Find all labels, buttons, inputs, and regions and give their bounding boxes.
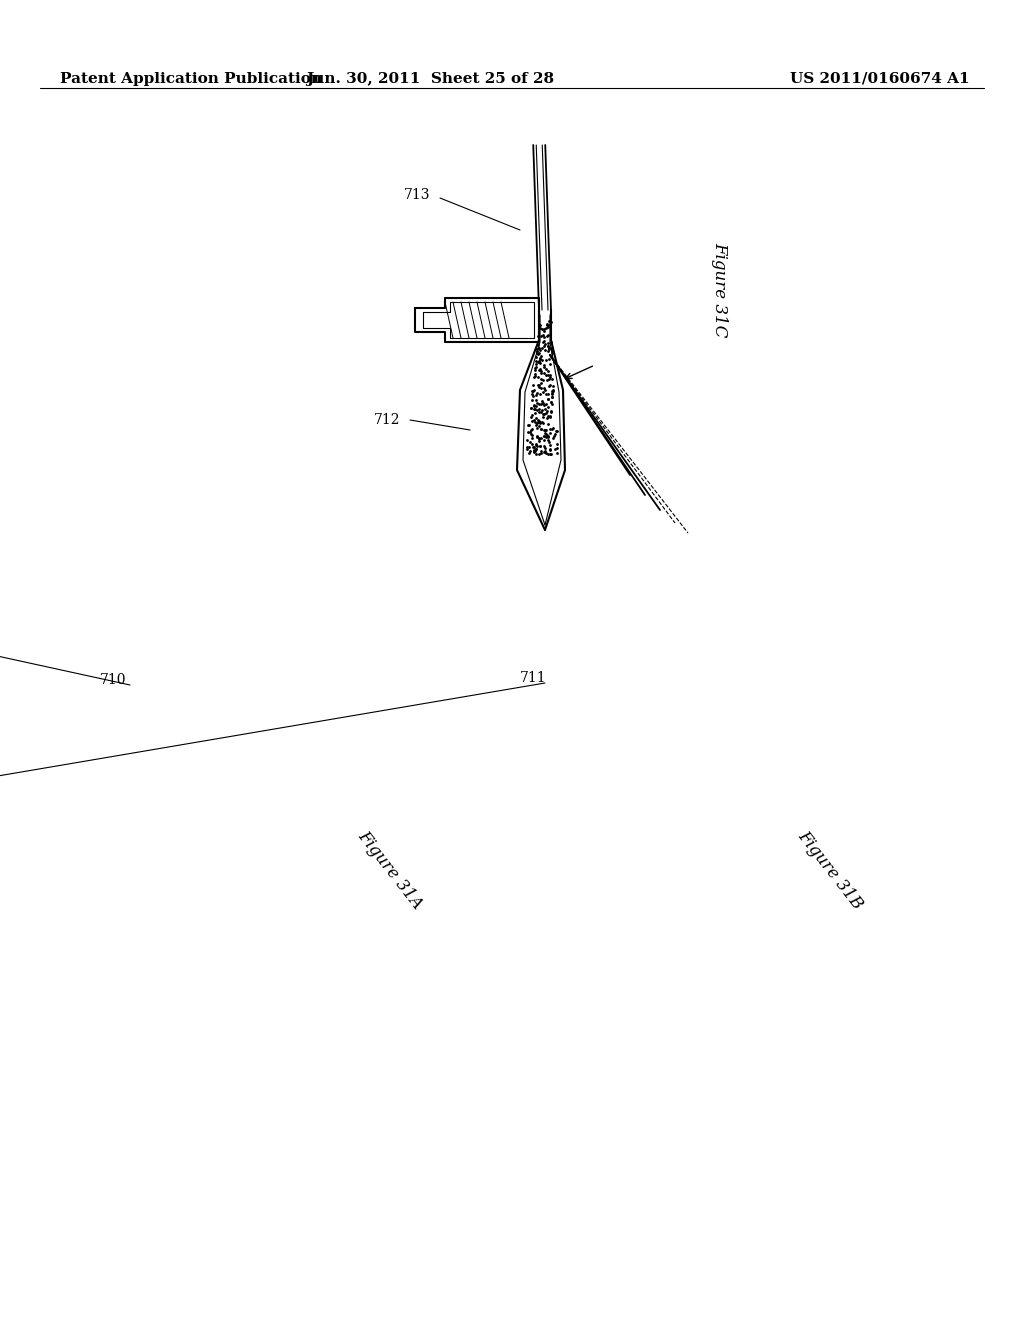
Text: 711: 711: [520, 671, 547, 685]
Text: Figure 31A: Figure 31A: [354, 828, 426, 912]
Text: Patent Application Publication: Patent Application Publication: [60, 73, 322, 86]
Text: 713: 713: [403, 187, 430, 202]
Text: US 2011/0160674 A1: US 2011/0160674 A1: [791, 73, 970, 86]
Text: 710: 710: [100, 673, 127, 686]
Text: Figure 31B: Figure 31B: [794, 828, 866, 912]
Text: 712: 712: [374, 413, 400, 426]
Text: Jun. 30, 2011  Sheet 25 of 28: Jun. 30, 2011 Sheet 25 of 28: [306, 73, 554, 86]
Text: Figure 31C: Figure 31C: [712, 243, 728, 338]
